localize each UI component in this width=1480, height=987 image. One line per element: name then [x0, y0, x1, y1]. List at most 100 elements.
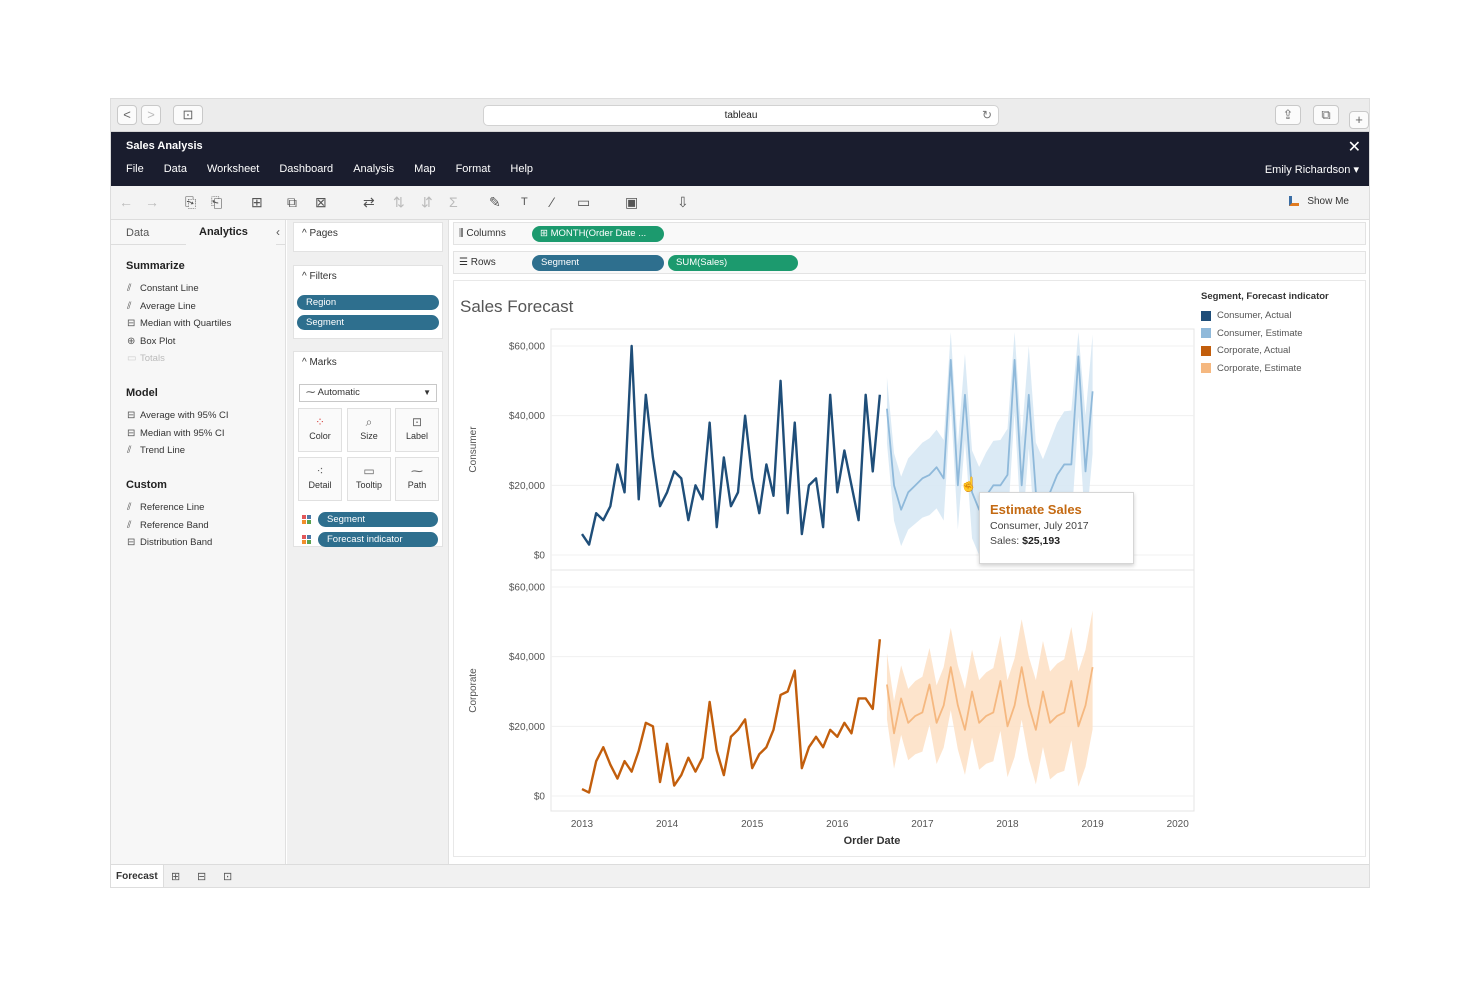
swap-icon[interactable]: ⇄ [363, 194, 375, 210]
tooltip-icon: ▭ [363, 464, 375, 478]
filter-pill-region[interactable]: Region [297, 295, 439, 310]
format-icon[interactable]: ⁄ [551, 194, 554, 210]
tabs-overview-icon[interactable]: ⧉ [1313, 105, 1339, 125]
new-tab-button[interactable]: + [1349, 111, 1369, 129]
average-line-label: Average Line [140, 301, 196, 312]
path-button[interactable]: ⁓ Path [395, 457, 439, 501]
color-label: Color [309, 431, 331, 441]
menu-analysis[interactable]: Analysis [353, 163, 395, 175]
undo-icon[interactable]: ← [119, 194, 133, 210]
legend-label: Corporate, Estimate [1217, 362, 1302, 374]
app-window: < > ⊡ tableau ↻ ⇪ ⧉ + Sales Analysis ✕ F… [110, 98, 1370, 888]
rows-shelf[interactable]: ☰ Rows Segment SUM(Sales) [453, 251, 1366, 274]
consumer-estimate-line [886, 355, 1094, 511]
pane-axis-label: Corporate [468, 668, 479, 713]
collapse-pane-icon[interactable]: ‹ [276, 225, 280, 239]
reference-line-icon: ⫽ [127, 502, 132, 513]
user-menu[interactable]: Emily Richardson ▾ [1264, 164, 1359, 176]
forward-button[interactable]: > [141, 105, 161, 125]
new-data-source-icon[interactable]: ⎘ [185, 194, 197, 210]
duplicate-sheet-icon[interactable]: ⧉ [287, 194, 297, 210]
sort-desc-icon[interactable]: ⇵ [421, 194, 433, 210]
totals-icon[interactable]: Σ [449, 194, 458, 210]
refresh-data-icon[interactable]: ⎗ [211, 194, 223, 210]
path-icon: ⁓ [411, 464, 423, 478]
columns-icon: ⫼ [459, 228, 467, 239]
new-story-icon[interactable]: ⊡ [223, 871, 233, 883]
columns-pill-month[interactable]: ⊞ MONTH(Order Date ... [532, 226, 664, 242]
x-tick-label: 2020 [1167, 819, 1190, 830]
tab-data[interactable]: Data [126, 227, 150, 239]
pages-card[interactable]: ^ Pages [293, 222, 443, 252]
rows-icon: ☰ [459, 257, 471, 268]
distribution-band-item[interactable]: ⊟ Distribution Band [127, 537, 212, 548]
present-icon[interactable]: ▣ [625, 194, 639, 210]
columns-shelf[interactable]: ⫼ Columns ⊞ MONTH(Order Date ... [453, 222, 1366, 245]
legend-item-consumer-actual[interactable]: Consumer, Actual [1201, 307, 1329, 325]
average-ci-item[interactable]: ⊟ Average with 95% CI [127, 410, 229, 421]
menu-file[interactable]: File [126, 163, 144, 175]
menu-worksheet[interactable]: Worksheet [206, 163, 260, 175]
x-tick-label: 2015 [741, 819, 764, 830]
reload-icon[interactable]: ↻ [981, 108, 992, 122]
label-button[interactable]: ⊡ Label [395, 408, 439, 452]
mark-pill-forecast-indicator[interactable]: Forecast indicator [318, 532, 438, 547]
new-dashboard-icon[interactable]: ⊟ [197, 871, 207, 883]
legend-item-corporate-actual[interactable]: Corporate, Actual [1201, 342, 1329, 360]
close-icon[interactable]: ✕ [1347, 139, 1361, 156]
back-button[interactable]: < [117, 105, 137, 125]
tooltip-button[interactable]: ▭ Tooltip [347, 457, 391, 501]
mark-type-select[interactable]: ⁓ Automatic ▼ [299, 384, 437, 402]
y-tick-label: $60,000 [509, 583, 546, 594]
show-me-button[interactable]: Show Me [1289, 196, 1349, 207]
size-button[interactable]: ⌕ Size [347, 408, 391, 452]
trend-line-item[interactable]: ⫽ Trend Line [127, 445, 185, 456]
rows-pill-sum-sales[interactable]: SUM(Sales) [668, 255, 798, 271]
tab-analytics[interactable]: Analytics [186, 220, 276, 245]
sort-asc-icon[interactable]: ⇅ [393, 194, 405, 210]
share-workbook-icon[interactable]: ⇩ [677, 194, 689, 210]
menu-format[interactable]: Format [455, 163, 491, 175]
color-button[interactable]: ⁘ Color [298, 408, 342, 452]
marks-card: ^ Marks ⁓ Automatic ▼ ⁘ Color ⌕ Size ⊡ Label… [293, 351, 443, 547]
median-quartiles-label: Median with Quartiles [140, 318, 232, 329]
x-tick-label: 2017 [911, 819, 934, 830]
new-worksheet-icon[interactable]: ⊞ [251, 194, 263, 210]
menu-help[interactable]: Help [510, 163, 534, 175]
median-quartiles-item[interactable]: ⊟ Median with Quartiles [127, 318, 231, 329]
filter-pill-segment[interactable]: Segment [297, 315, 439, 330]
rows-pill-segment[interactable]: Segment [532, 255, 664, 271]
reference-line-item[interactable]: ⫽ Reference Line [127, 502, 204, 513]
constant-line-item[interactable]: ⫽ Constant Line [127, 283, 199, 294]
tooltip-subtitle: Consumer, July 2017 [990, 520, 1089, 532]
distribution-band-label: Distribution Band [140, 537, 213, 548]
menu-data[interactable]: Data [163, 163, 187, 175]
box-plot-item[interactable]: ⊕ Box Plot [127, 336, 175, 347]
legend-item-corporate-estimate[interactable]: Corporate, Estimate [1201, 360, 1329, 378]
average-line-item[interactable]: ⫽ Average Line [127, 301, 196, 312]
corporate-confidence-band [886, 610, 1093, 787]
legend-item-consumer-estimate[interactable]: Consumer, Estimate [1201, 325, 1329, 343]
detail-icon: ⁖ [316, 464, 324, 478]
reference-band-item[interactable]: ⫽ Reference Band [127, 520, 209, 531]
chart-pane-frame [550, 569, 1195, 812]
average-ci-label: Average with 95% CI [140, 410, 229, 421]
line-mark-icon: ⁓ [306, 387, 318, 398]
new-worksheet-icon[interactable]: ⊞ [171, 871, 181, 883]
sheet-tab-forecast[interactable]: Forecast [111, 865, 164, 887]
share-icon[interactable]: ⇪ [1275, 105, 1301, 125]
totals-label: Totals [140, 353, 165, 364]
fit-icon[interactable]: ▭ [577, 194, 591, 210]
menu-dashboard[interactable]: Dashboard [279, 163, 334, 175]
menu-map[interactable]: Map [414, 163, 436, 175]
mark-pill-segment[interactable]: Segment [318, 512, 438, 527]
median-ci-item[interactable]: ⊟ Median with 95% CI [127, 428, 224, 439]
highlight-icon[interactable]: ✎ [489, 194, 501, 210]
pages-title: ^ Pages [302, 228, 338, 239]
labels-icon[interactable]: T [521, 196, 528, 208]
sidebar-toggle-icon[interactable]: ⊡ [173, 105, 203, 125]
clear-sheet-icon[interactable]: ⊠ [315, 194, 327, 210]
address-bar[interactable]: tableau ↻ [483, 105, 999, 126]
redo-icon[interactable]: → [145, 194, 159, 210]
detail-button[interactable]: ⁖ Detail [298, 457, 342, 501]
